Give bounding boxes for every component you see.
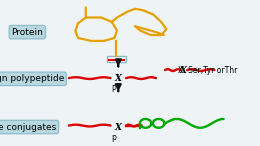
Text: gn polypeptide: gn polypeptide [0, 74, 64, 83]
Text: P: P [111, 85, 116, 94]
Text: Protein: Protein [11, 28, 43, 37]
FancyBboxPatch shape [107, 56, 126, 62]
Text: X: X [180, 66, 187, 75]
Text: X: X [115, 74, 122, 83]
Text: X: Ser,Tyr orThr: X: Ser,Tyr orThr [178, 66, 238, 75]
Text: p: p [111, 133, 116, 142]
Text: e conjugates: e conjugates [0, 122, 56, 132]
Text: X: X [115, 122, 122, 132]
